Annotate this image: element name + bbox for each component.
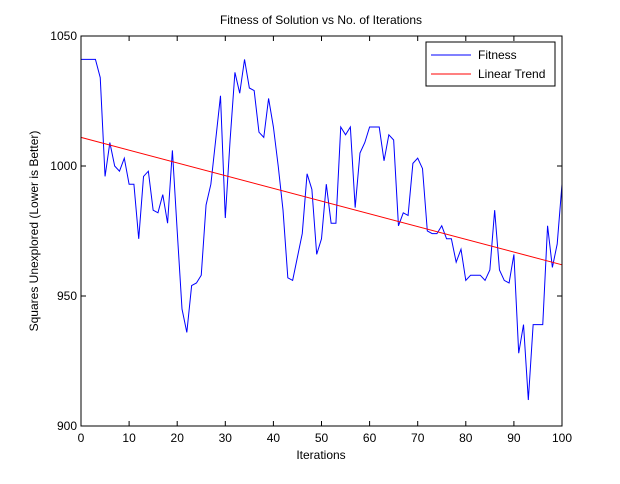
x-tick-label: 60 bbox=[363, 431, 377, 445]
legend-label-fitness: Fitness bbox=[478, 48, 517, 62]
x-tick-label: 80 bbox=[459, 431, 473, 445]
y-tick-label: 1050 bbox=[50, 29, 77, 43]
x-tick-label: 50 bbox=[315, 431, 329, 445]
x-tick-label: 90 bbox=[507, 431, 521, 445]
x-tick-label: 10 bbox=[122, 431, 136, 445]
plot-area bbox=[81, 36, 562, 426]
y-axis-label: Squares Unexplored (Lower is Better) bbox=[27, 131, 41, 332]
chart-title: Fitness of Solution vs No. of Iterations bbox=[220, 13, 422, 27]
x-tick-label: 70 bbox=[411, 431, 425, 445]
x-tick-label: 100 bbox=[552, 431, 572, 445]
legend: Fitness Linear Trend bbox=[426, 42, 555, 86]
x-tick-label: 0 bbox=[78, 431, 85, 445]
x-tick-label: 30 bbox=[219, 431, 233, 445]
x-axis-label: Iterations bbox=[296, 448, 345, 462]
x-tick-label: 20 bbox=[171, 431, 185, 445]
y-tick-label: 950 bbox=[57, 289, 77, 303]
y-tick-label: 900 bbox=[57, 419, 77, 433]
legend-label-linear-trend: Linear Trend bbox=[478, 67, 545, 81]
x-tick-label: 40 bbox=[267, 431, 281, 445]
y-tick-label: 1000 bbox=[50, 159, 77, 173]
